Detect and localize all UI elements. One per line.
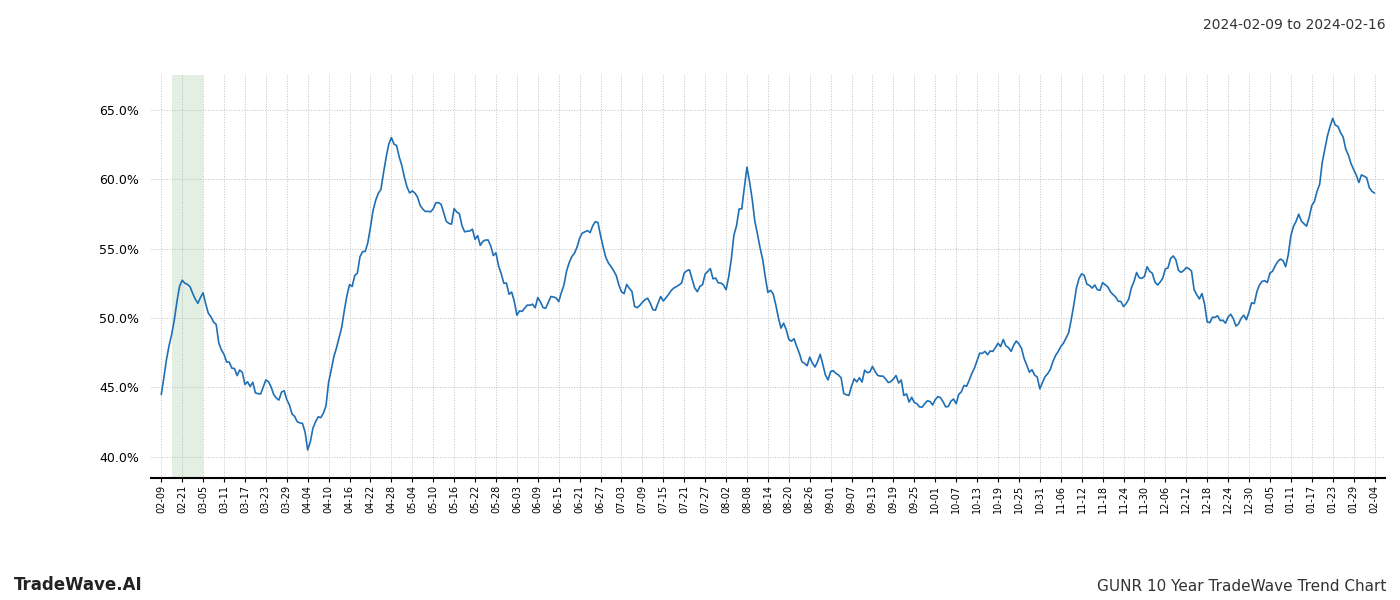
Text: TradeWave.AI: TradeWave.AI: [14, 576, 143, 594]
Bar: [172, 75, 203, 478]
Text: GUNR 10 Year TradeWave Trend Chart: GUNR 10 Year TradeWave Trend Chart: [1096, 579, 1386, 594]
Text: 2024-02-09 to 2024-02-16: 2024-02-09 to 2024-02-16: [1204, 18, 1386, 32]
